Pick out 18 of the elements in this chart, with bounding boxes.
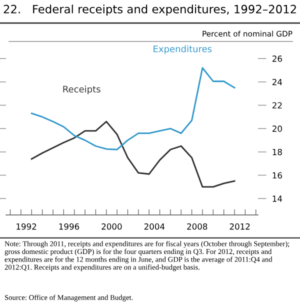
y-tick-label: 26: [272, 56, 282, 62]
y-tick-label: 18: [272, 148, 282, 156]
y-tick-label: 22: [272, 102, 282, 108]
x-tick-label: 2008: [187, 223, 208, 230]
y-tick-label: 20: [272, 126, 282, 132]
line-series: [30, 120, 236, 188]
x-tick-label: 2000: [102, 223, 122, 230]
line-series: [30, 67, 236, 150]
y-tick-label: 14: [272, 196, 282, 202]
x-tick-label: 1996: [59, 223, 80, 230]
x-tick-label: 2012: [230, 223, 250, 230]
x-tick-label: 1992: [16, 223, 36, 230]
series-label: Expenditures: [154, 45, 212, 54]
text: Receipts: [63, 86, 100, 94]
chart-title: 22. Federal receipts and expenditures, 1992–2012: [4, 4, 296, 16]
y-tick-label: 16: [272, 172, 282, 179]
y-tick-label: 24: [272, 78, 282, 86]
x-tick-label: 2004: [144, 223, 165, 230]
